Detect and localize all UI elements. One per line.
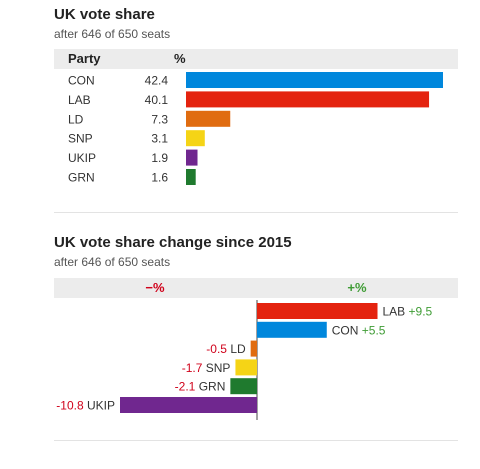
chart2-header-positive: +% — [347, 280, 367, 295]
change-label-ukip: -10.8 UKIP — [56, 399, 115, 413]
party-label-ukip: UKIP — [68, 151, 96, 165]
chart2-title: UK vote share change since 2015 — [54, 234, 292, 251]
value-label-ld: 7.3 — [151, 112, 168, 126]
value-label-lab: 40.1 — [145, 93, 169, 107]
value-label-con: 42.4 — [145, 74, 169, 88]
change-bar-snp — [235, 359, 257, 376]
change-label-snp: -1.7 SNP — [182, 361, 231, 375]
party-label-lab: LAB — [68, 93, 91, 107]
change-bar-grn — [230, 378, 257, 395]
section-divider — [54, 212, 458, 213]
value-label-snp: 3.1 — [151, 132, 168, 146]
chart2-header-bar — [54, 278, 458, 298]
chart2-header-negative: −% — [145, 280, 165, 295]
bar-snp — [186, 130, 205, 147]
bar-ld — [186, 110, 231, 127]
party-label-ld: LD — [68, 112, 84, 126]
change-bar-lab — [257, 303, 378, 319]
bottom-divider — [54, 440, 458, 441]
chart2-subtitle: after 646 of 650 seats — [54, 255, 171, 269]
bar-lab — [186, 91, 430, 108]
value-label-grn: 1.6 — [151, 171, 168, 185]
change-label-ld: -0.5 LD — [206, 342, 246, 356]
chart1-title: UK vote share — [54, 6, 155, 23]
change-label-con: CON +5.5 — [332, 323, 386, 337]
change-label-grn: -2.1 GRN — [175, 380, 226, 394]
party-label-grn: GRN — [68, 171, 95, 185]
bar-con — [186, 72, 443, 88]
change-bar-ld — [250, 340, 257, 357]
change-label-lab: LAB +9.5 — [383, 305, 433, 319]
change-bar-ukip — [120, 397, 257, 413]
change-bar-con — [257, 321, 327, 338]
party-label-con: CON — [68, 74, 95, 88]
chart1-subtitle: after 646 of 650 seats — [54, 27, 171, 41]
chart1-header-party: Party — [68, 51, 101, 66]
bar-grn — [186, 169, 196, 185]
chart1-header-percent: % — [174, 51, 186, 66]
chart1-header-bar — [54, 49, 458, 69]
bar-ukip — [186, 149, 198, 166]
party-label-snp: SNP — [68, 132, 93, 146]
value-label-ukip: 1.9 — [151, 151, 168, 165]
